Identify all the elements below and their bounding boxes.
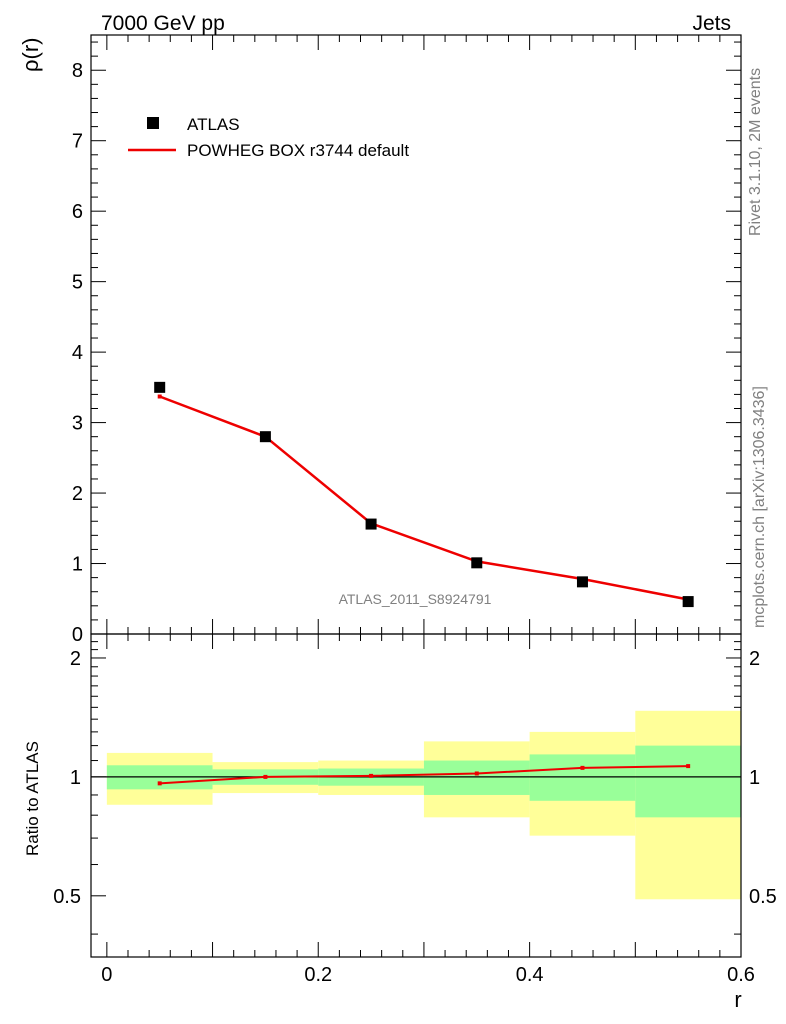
top-axis-ticks: 0 1 2 3 4 5 6 7 8 (72, 35, 742, 646)
ratio-point (686, 764, 691, 769)
ratio-y-tick-label: 2 (70, 648, 81, 670)
ratio-y-tick-label-right: 2 (749, 648, 760, 670)
top-y-axis-title: ρ(r) (18, 38, 43, 73)
atlas-data-point (682, 596, 694, 608)
powheg-point (157, 394, 162, 399)
inner-band-bin (529, 754, 636, 801)
top-plot-marks (154, 381, 694, 608)
inner-band-bin (423, 760, 530, 795)
atlas-data-point (259, 431, 271, 443)
header-energy-label: 7000 GeV pp (101, 12, 225, 35)
atlas-data-point (576, 576, 588, 588)
header-process-label: Jets (692, 12, 731, 35)
ratio-point (580, 765, 585, 770)
top-y-tick-label: 8 (72, 60, 83, 82)
inner-band-bin (635, 745, 741, 818)
x-tick-label: 0 (101, 964, 112, 986)
ratio-point (474, 771, 479, 776)
ratio-point (263, 774, 268, 779)
ratio-point (157, 781, 162, 786)
top-y-tick-label: 0 (72, 624, 83, 646)
ratio-line (159, 765, 689, 785)
legend: ATLAS POWHEG BOX r3744 default (128, 115, 409, 160)
top-y-tick-label: 1 (72, 554, 83, 576)
top-y-tick-label: 6 (72, 201, 83, 223)
x-tick-label: 0.4 (516, 964, 544, 986)
ratio-y-tick-label-right: 0.5 (749, 886, 777, 908)
bottom-panel-frame (90, 633, 742, 958)
rivet-version-label: Rivet 3.1.10, 2M events (747, 68, 764, 236)
top-y-tick-label: 4 (72, 342, 83, 364)
atlas-data-point (154, 381, 166, 393)
top-y-tick-label: 7 (72, 131, 83, 153)
x-tick-label: 0.2 (304, 964, 332, 986)
legend-atlas-marker (147, 117, 159, 129)
x-axis-title: r (734, 987, 741, 1012)
legend-atlas-label: ATLAS (187, 115, 240, 134)
top-y-tick-label: 2 (72, 483, 83, 505)
ratio-plot-marks (91, 764, 741, 786)
analysis-id-label: ATLAS_2011_S8924791 (339, 591, 492, 607)
ratio-y-tick-label: 0.5 (53, 886, 81, 908)
atlas-data-point (365, 518, 377, 530)
ratio-point (369, 773, 374, 778)
ratio-y-tick-label-right: 1 (749, 767, 760, 789)
legend-powheg-label: POWHEG BOX r3744 default (187, 141, 409, 160)
ratio-y-tick-label: 1 (70, 767, 81, 789)
x-tick-label: 0.6 (727, 964, 755, 986)
bottom-y-axis-title: Ratio to ATLAS (23, 741, 42, 856)
powheg-prediction-line (159, 395, 689, 601)
mcplots-site-label: mcplots.cern.ch [arXiv:1306.3436] (751, 386, 768, 628)
atlas-data-point (471, 557, 483, 569)
bottom-axis-ticks: 0.5 0.5 1 1 2 2 0 0.2 0.4 0.6 (53, 634, 777, 986)
top-y-tick-label: 5 (72, 272, 83, 294)
top-y-tick-label: 3 (72, 413, 83, 435)
